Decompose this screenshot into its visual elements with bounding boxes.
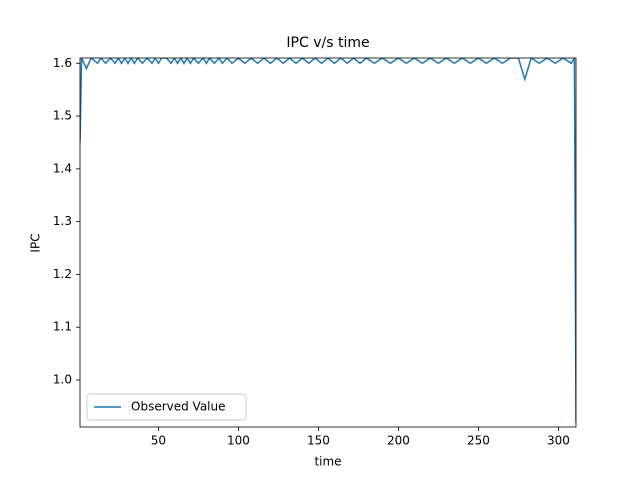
y-tick-label: 1.1	[53, 320, 72, 334]
x-tick-label: 300	[547, 434, 570, 448]
y-tick-label: 1.2	[53, 267, 72, 281]
y-tick-label: 1.4	[53, 161, 72, 175]
x-tick-label: 250	[467, 434, 490, 448]
x-tick-label: 200	[387, 434, 410, 448]
legend-box	[86, 393, 247, 421]
y-tick-label: 1.5	[53, 109, 72, 123]
chart-title: IPC v/s time	[286, 35, 369, 51]
y-axis-label: IPC	[29, 233, 43, 252]
y-tick-label: 1.3	[53, 214, 72, 228]
y-tick-label: 1.6	[53, 56, 72, 70]
data-line	[80, 58, 576, 423]
y-tick-label: 1.0	[53, 373, 72, 387]
x-tick-label: 100	[227, 434, 250, 448]
axes-frame	[79, 57, 577, 428]
x-axis-label: time	[314, 455, 341, 469]
legend-label: Observed Value	[131, 400, 226, 414]
plot-area	[80, 58, 576, 423]
x-tick-label: 150	[307, 434, 330, 448]
x-tick-label: 50	[151, 434, 166, 448]
legend: Observed Value	[86, 393, 247, 421]
